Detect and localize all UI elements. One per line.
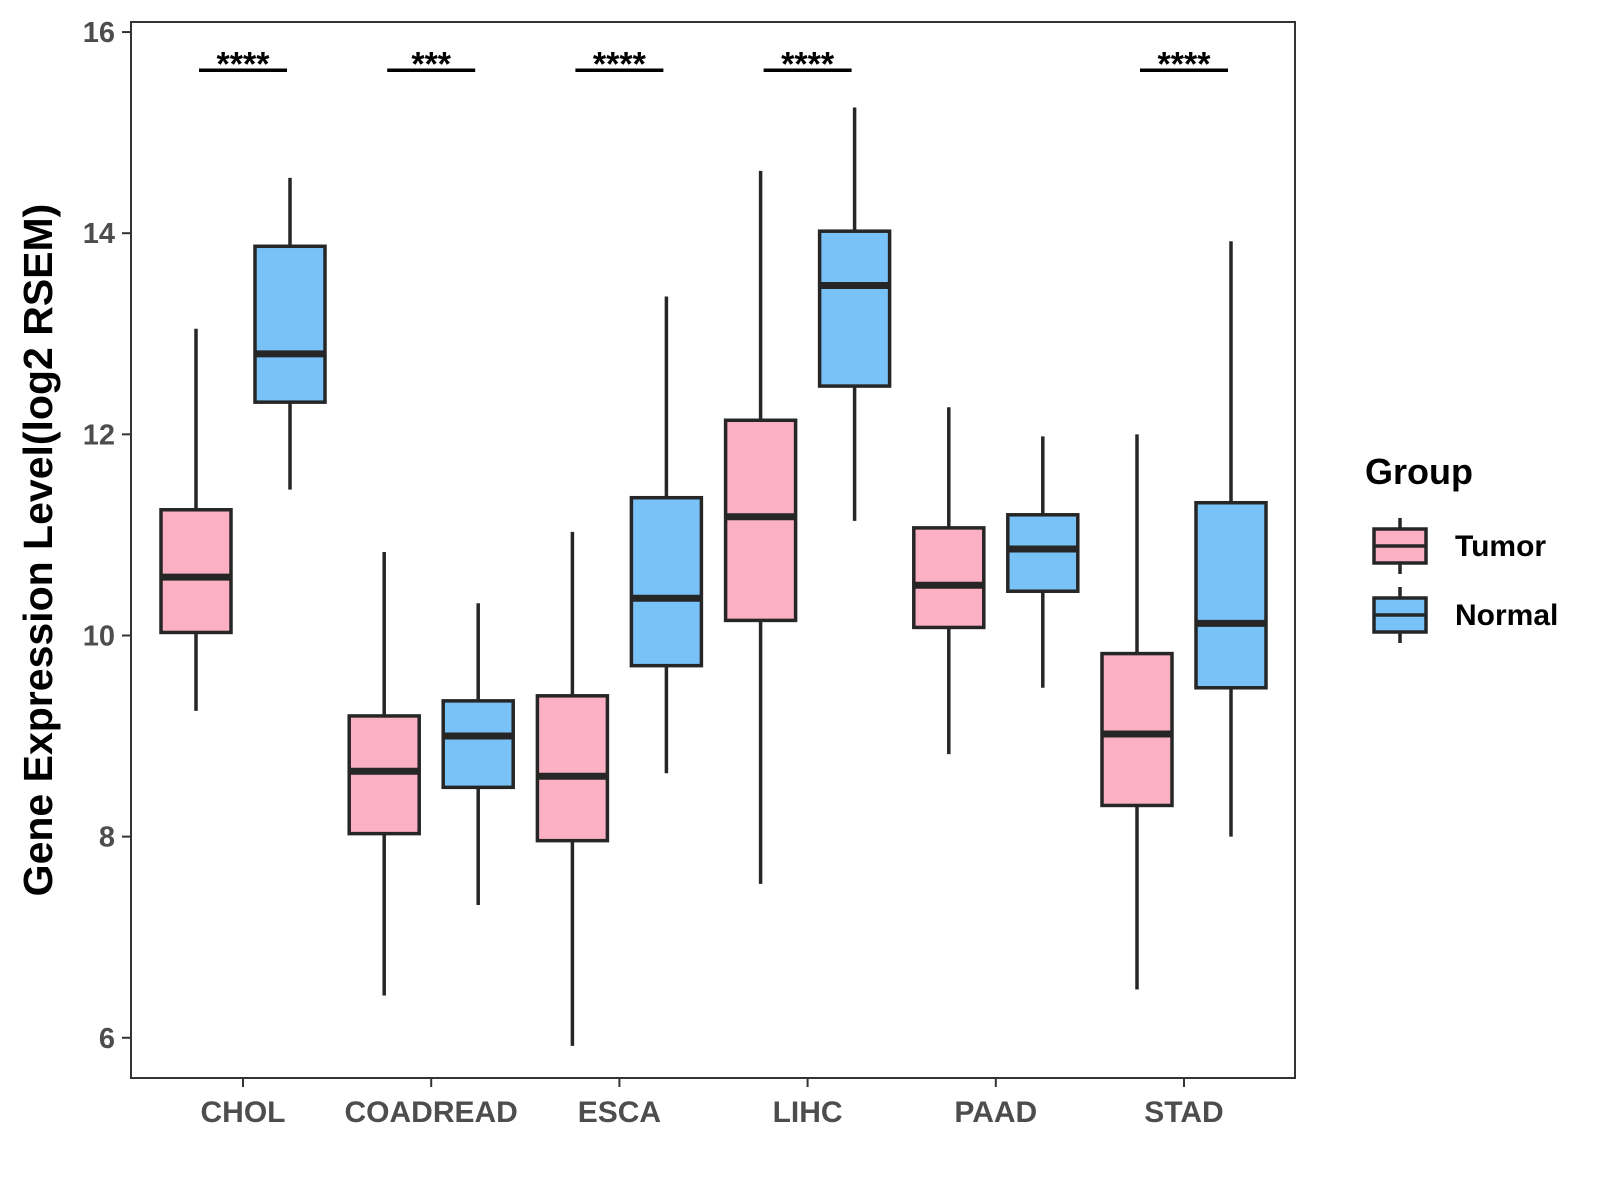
- y-tick-label: 16: [83, 17, 115, 49]
- box-iqr: [159, 508, 233, 635]
- x-tick-label: CHOL: [201, 1096, 286, 1129]
- box-normal-lihc: [817, 107, 892, 521]
- plot-panel: [130, 21, 1296, 1079]
- box-iqr: [253, 244, 327, 404]
- box-iqr: [817, 229, 892, 388]
- box-tumor-esca: [535, 531, 610, 1046]
- box-iqr: [1006, 513, 1080, 593]
- box-normal-coadread: [441, 603, 515, 906]
- box-iqr: [347, 714, 421, 836]
- legend: Group Tumor Normal: [1365, 451, 1558, 643]
- box-iqr: [723, 418, 798, 623]
- box-iqr: [912, 526, 986, 630]
- significance-lihc: ****: [763, 45, 852, 83]
- significance-coadread: ***: [387, 45, 476, 83]
- legend-entry-normal: Normal: [1372, 587, 1558, 643]
- y-axis-title: Gene Expression Level(log2 RSEM): [15, 204, 61, 897]
- x-tick-label: STAD: [1144, 1096, 1223, 1129]
- box-iqr: [1100, 651, 1174, 808]
- x-tick-label: COADREAD: [345, 1096, 518, 1129]
- significance-label: ****: [1158, 45, 1212, 83]
- y-tick-label: 10: [83, 620, 115, 652]
- significance-label: ****: [781, 45, 835, 83]
- legend-title: Group: [1365, 451, 1473, 492]
- box-normal-stad: [1194, 241, 1268, 837]
- box-iqr: [535, 694, 610, 843]
- box-normal-paad: [1006, 436, 1080, 688]
- x-tick-label: PAAD: [954, 1096, 1037, 1129]
- x-tick-label: LIHC: [773, 1096, 843, 1129]
- significance-label: ****: [217, 45, 271, 83]
- significance-chol: ****: [199, 45, 287, 83]
- y-tick-label: 12: [83, 419, 115, 451]
- box-iqr: [629, 495, 704, 668]
- x-axis: CHOL COADREAD ESCA LIHC PAAD STAD: [201, 1078, 1224, 1129]
- legend-label: Tumor: [1455, 530, 1546, 563]
- y-tick-label: 8: [99, 822, 115, 854]
- box-tumor-paad: [912, 407, 986, 755]
- legend-entry-tumor: Tumor: [1372, 518, 1546, 574]
- significance-label: ***: [411, 45, 451, 83]
- legend-label: Normal: [1455, 599, 1558, 632]
- box-tumor-stad: [1100, 434, 1174, 990]
- x-tick-label: ESCA: [578, 1096, 661, 1129]
- box-tumor-lihc: [723, 170, 798, 884]
- significance-esca: ****: [575, 45, 664, 83]
- box-tumor-coadread: [347, 552, 421, 996]
- y-tick-label: 6: [99, 1023, 115, 1055]
- boxes-layer: [159, 107, 1268, 1046]
- y-tick-label: 14: [83, 218, 115, 250]
- significance-layer: **** *** **** **** ****: [199, 45, 1228, 83]
- box-iqr: [441, 699, 515, 790]
- significance-label: ****: [593, 45, 647, 83]
- box-iqr: [1194, 500, 1268, 690]
- y-axis: 6 8 10 12 14 16: [83, 17, 131, 1055]
- box-normal-esca: [629, 296, 704, 774]
- box-tumor-chol: [159, 328, 233, 711]
- significance-stad: ****: [1140, 45, 1228, 83]
- box-normal-chol: [253, 177, 327, 490]
